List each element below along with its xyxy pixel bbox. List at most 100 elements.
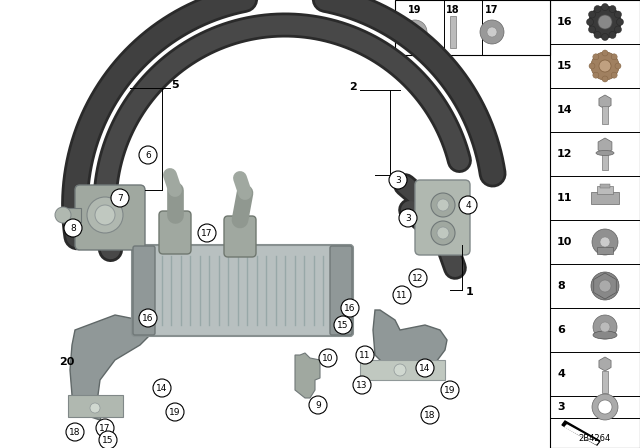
Text: 18: 18 xyxy=(424,410,436,419)
FancyBboxPatch shape xyxy=(75,185,145,250)
Circle shape xyxy=(598,15,612,29)
Polygon shape xyxy=(565,425,598,444)
Bar xyxy=(602,154,608,170)
Bar xyxy=(600,184,610,188)
Circle shape xyxy=(166,403,184,421)
Circle shape xyxy=(487,27,497,37)
Text: 16: 16 xyxy=(142,314,154,323)
Circle shape xyxy=(409,269,427,287)
Text: 19: 19 xyxy=(408,5,422,15)
Circle shape xyxy=(614,11,621,18)
Text: 13: 13 xyxy=(356,380,368,389)
Circle shape xyxy=(441,381,459,399)
FancyBboxPatch shape xyxy=(224,216,256,257)
Circle shape xyxy=(602,76,608,82)
Text: 12: 12 xyxy=(557,149,573,159)
Circle shape xyxy=(437,227,449,239)
Text: 11: 11 xyxy=(557,193,573,203)
Circle shape xyxy=(410,27,420,37)
Circle shape xyxy=(591,52,619,80)
Circle shape xyxy=(353,376,371,394)
Text: 4: 4 xyxy=(557,369,565,379)
Circle shape xyxy=(139,309,157,327)
Bar xyxy=(68,395,123,417)
Polygon shape xyxy=(562,421,600,445)
Text: 15: 15 xyxy=(102,435,114,444)
Text: 8: 8 xyxy=(70,224,76,233)
Circle shape xyxy=(96,419,114,437)
Text: 8: 8 xyxy=(557,281,564,291)
Text: 2B4264: 2B4264 xyxy=(579,434,611,443)
Circle shape xyxy=(600,237,610,247)
Text: 14: 14 xyxy=(156,383,168,392)
Circle shape xyxy=(153,379,171,397)
Text: 18: 18 xyxy=(69,427,81,436)
Text: 4: 4 xyxy=(465,201,471,210)
Circle shape xyxy=(589,26,595,33)
Circle shape xyxy=(90,403,100,413)
Bar xyxy=(63,208,81,222)
Circle shape xyxy=(600,322,610,332)
Text: 17: 17 xyxy=(485,5,499,15)
Circle shape xyxy=(594,5,601,13)
Text: 14: 14 xyxy=(557,105,573,115)
Circle shape xyxy=(309,396,327,414)
Circle shape xyxy=(599,60,611,72)
Text: 11: 11 xyxy=(396,290,408,300)
Circle shape xyxy=(95,205,115,225)
Text: 1: 1 xyxy=(466,287,474,297)
Bar xyxy=(602,106,608,124)
Text: 7: 7 xyxy=(117,194,123,202)
Circle shape xyxy=(614,26,621,33)
FancyBboxPatch shape xyxy=(133,246,155,335)
Text: 11: 11 xyxy=(359,350,371,359)
Text: 16: 16 xyxy=(344,303,356,313)
Circle shape xyxy=(421,406,439,424)
Circle shape xyxy=(593,72,599,78)
Circle shape xyxy=(459,196,477,214)
Text: 3: 3 xyxy=(405,214,411,223)
Circle shape xyxy=(66,423,84,441)
Text: 17: 17 xyxy=(201,228,212,237)
Text: 3: 3 xyxy=(395,176,401,185)
Circle shape xyxy=(319,349,337,367)
Circle shape xyxy=(594,31,601,39)
Text: 6: 6 xyxy=(145,151,151,159)
Text: 6: 6 xyxy=(557,325,565,335)
Text: 15: 15 xyxy=(337,320,349,329)
Circle shape xyxy=(403,20,427,44)
Text: 19: 19 xyxy=(169,408,180,417)
Circle shape xyxy=(602,4,609,10)
Circle shape xyxy=(611,72,617,78)
Ellipse shape xyxy=(593,331,617,339)
Circle shape xyxy=(591,272,619,300)
Bar xyxy=(591,192,619,204)
Text: 10: 10 xyxy=(557,237,572,247)
Circle shape xyxy=(356,346,374,364)
FancyBboxPatch shape xyxy=(330,246,352,335)
Circle shape xyxy=(341,299,359,317)
Circle shape xyxy=(609,31,616,39)
Bar xyxy=(450,16,456,48)
Text: 18: 18 xyxy=(446,5,460,15)
Bar xyxy=(360,360,445,380)
FancyBboxPatch shape xyxy=(415,180,470,255)
Circle shape xyxy=(599,280,611,292)
Circle shape xyxy=(589,6,621,38)
Circle shape xyxy=(609,5,616,13)
Text: 5: 5 xyxy=(171,80,179,90)
Circle shape xyxy=(334,316,352,334)
Circle shape xyxy=(593,315,617,339)
Bar xyxy=(395,0,550,55)
Bar xyxy=(602,371,608,393)
Text: 19: 19 xyxy=(444,385,456,395)
Circle shape xyxy=(586,18,593,26)
Text: 9: 9 xyxy=(315,401,321,409)
Circle shape xyxy=(602,34,609,40)
FancyBboxPatch shape xyxy=(132,245,353,336)
Text: 10: 10 xyxy=(323,353,333,362)
Text: 16: 16 xyxy=(557,17,573,27)
Ellipse shape xyxy=(596,151,614,155)
Circle shape xyxy=(55,207,71,223)
Circle shape xyxy=(616,18,623,26)
